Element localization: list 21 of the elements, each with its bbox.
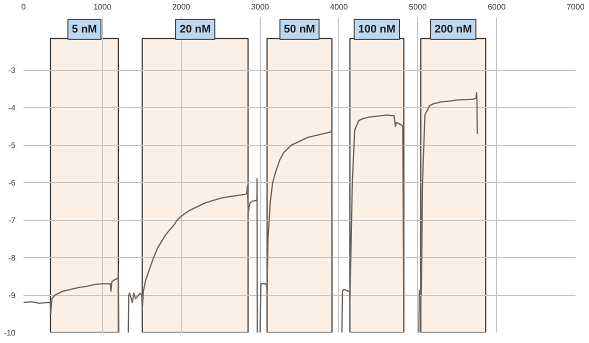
y-tick-label: -3 bbox=[8, 66, 16, 75]
x-tick-label: 7000 bbox=[566, 2, 585, 12]
y-tick-label: -6 bbox=[8, 178, 16, 188]
x-tick-label: 5000 bbox=[408, 2, 428, 12]
y-tick-label: -4 bbox=[8, 104, 16, 112]
y-tick-label: -8 bbox=[8, 254, 16, 262]
band-label: 200 nM bbox=[434, 23, 472, 36]
band-label: 20 nM bbox=[180, 23, 211, 36]
x-tick-label: 1000 bbox=[93, 2, 112, 12]
band-label: 100 nM bbox=[358, 23, 396, 36]
band-label: 50 nM bbox=[284, 23, 316, 36]
band-label: 5 nM bbox=[72, 23, 97, 36]
y-tick-label: -10 bbox=[4, 328, 16, 338]
x-tick-label: 3000 bbox=[251, 2, 270, 12]
x-tick-label: 6000 bbox=[488, 2, 506, 12]
x-tick-label: 2000 bbox=[172, 2, 191, 12]
y-tick-label: -7 bbox=[8, 216, 16, 225]
x-tick-label: 0 bbox=[21, 2, 26, 12]
y-tick-label: -5 bbox=[8, 141, 16, 150]
x-tick-label: 4000 bbox=[330, 2, 348, 12]
y-tick-label: -9 bbox=[8, 291, 16, 300]
